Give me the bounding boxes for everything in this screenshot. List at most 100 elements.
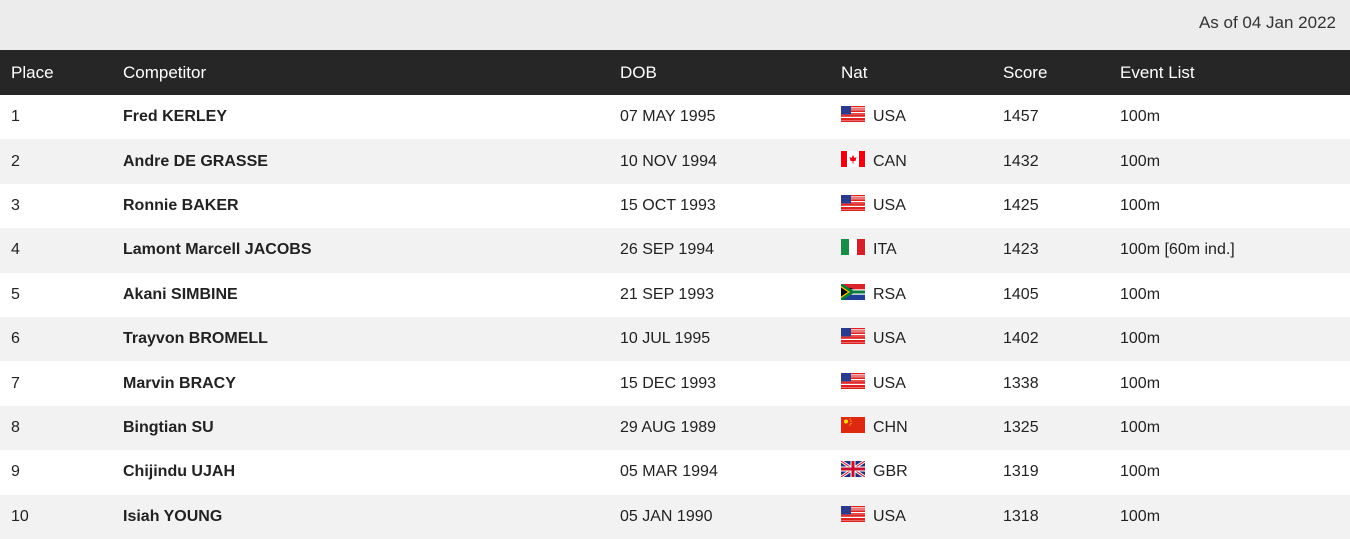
score: 1318 [1003, 507, 1039, 525]
nationality: USA [841, 328, 906, 348]
place: 6 [11, 330, 20, 348]
dob: 29 AUG 1989 [620, 418, 717, 436]
place: 5 [11, 285, 20, 303]
nat-code: USA [873, 108, 906, 126]
score: 1338 [1003, 374, 1039, 392]
nationality: CHN [841, 416, 908, 437]
flag-usa-icon [841, 194, 865, 211]
event-list: 100m [1120, 108, 1161, 126]
table-row[interactable]: 6 Trayvon BROMELL 10 JUL 1995 USA 1402 1… [0, 316, 1350, 362]
table-row[interactable]: 7 Marvin BRACY 15 DEC 1993 USA 1338 100m [0, 361, 1350, 405]
event-list: 100m [1120, 418, 1161, 436]
competitor-link[interactable]: Ronnie BAKER [123, 196, 239, 214]
nat-code: USA [873, 507, 906, 525]
flag-rsa-icon [841, 283, 865, 300]
nat-code: CHN [873, 418, 908, 436]
nationality: USA [841, 372, 906, 393]
flag-usa-icon [841, 106, 865, 123]
nat-code: ITA [873, 241, 897, 259]
score: 1325 [1003, 418, 1039, 436]
table-row[interactable]: 5 Akani SIMBINE 21 SEP 1993 RSA 1405 100… [0, 273, 1350, 317]
dob: 26 SEP 1994 [620, 241, 715, 259]
score: 1402 [1003, 330, 1039, 348]
header-dob[interactable]: DOB [620, 62, 657, 82]
flag-usa-icon [841, 372, 865, 389]
place: 4 [11, 241, 20, 259]
competitor-link[interactable]: Isiah YOUNG [123, 507, 223, 525]
flag-chn-icon [841, 416, 865, 433]
table-row[interactable]: 3 Ronnie BAKER 15 OCT 1993 USA 1425 100m [0, 184, 1350, 228]
place: 7 [11, 374, 20, 392]
competitor-link[interactable]: Fred KERLEY [123, 108, 228, 126]
event-list: 100m [1120, 463, 1161, 481]
event-list: 100m [1120, 196, 1161, 214]
place: 3 [11, 196, 20, 214]
nat-code: USA [873, 374, 906, 392]
place: 2 [11, 152, 20, 170]
competitor-link[interactable]: Marvin BRACY [123, 374, 236, 392]
flag-usa-icon [841, 328, 865, 345]
header-competitor[interactable]: Competitor [123, 62, 207, 82]
header-score[interactable]: Score [1003, 62, 1048, 82]
event-list: 100m [1120, 374, 1161, 392]
header-place[interactable]: Place [11, 62, 54, 82]
dob: 05 JAN 1990 [620, 507, 713, 525]
score: 1432 [1003, 152, 1039, 170]
event-list: 100m [1120, 152, 1161, 170]
nationality: RSA [841, 283, 906, 304]
flag-ita-icon [841, 239, 865, 256]
score: 1457 [1003, 108, 1039, 126]
table-row[interactable]: 1 Fred KERLEY 07 MAY 1995 USA 1457 100m [0, 95, 1350, 139]
nat-code: USA [873, 330, 906, 348]
dob: 21 SEP 1993 [620, 285, 715, 303]
competitor-link[interactable]: Lamont Marcell JACOBS [123, 241, 312, 259]
nationality: ITA [841, 239, 897, 259]
dob: 05 MAR 1994 [620, 463, 718, 481]
header-nat[interactable]: Nat [841, 62, 868, 82]
table-header: Place Competitor DOB Nat Score Event Lis… [0, 50, 1350, 95]
flag-usa-icon [841, 505, 865, 522]
score: 1425 [1003, 196, 1039, 214]
competitor-link[interactable]: Bingtian SU [123, 418, 214, 436]
place: 1 [11, 108, 20, 126]
nat-code: USA [873, 196, 906, 214]
flag-can-icon [841, 150, 865, 167]
competitor-link[interactable]: Trayvon BROMELL [123, 330, 268, 348]
competitor-link[interactable]: Andre DE GRASSE [123, 152, 268, 170]
nat-code: GBR [873, 463, 908, 481]
event-list: 100m [1120, 507, 1161, 525]
nationality: USA [841, 106, 906, 126]
top-bar: As of 04 Jan 2022 [0, 0, 1350, 50]
table-row[interactable]: 9 Chijindu UJAH 05 MAR 1994 GBR 1319 100… [0, 450, 1350, 494]
event-list: 100m [1120, 285, 1161, 303]
table-row[interactable]: 8 Bingtian SU 29 AUG 1989 CHN 1325 100m [0, 405, 1350, 451]
event-list: 100m [1120, 330, 1161, 348]
table-row[interactable]: 10 Isiah YOUNG 05 JAN 1990 USA 1318 100m [0, 494, 1350, 539]
dob: 10 NOV 1994 [620, 152, 717, 170]
dob: 10 JUL 1995 [620, 330, 711, 348]
dob: 07 MAY 1995 [620, 108, 716, 126]
flag-gbr-icon [840, 460, 866, 479]
nationality: GBR [840, 460, 908, 481]
as-of-date: As of 04 Jan 2022 [1198, 13, 1336, 32]
header-event-list[interactable]: Event List [1120, 62, 1195, 82]
competitor-link[interactable]: Chijindu UJAH [123, 463, 235, 481]
score: 1423 [1003, 241, 1039, 259]
place: 8 [11, 418, 20, 436]
place: 9 [11, 463, 20, 481]
nationality: USA [841, 505, 906, 526]
event-list: 100m [60m ind.] [1120, 241, 1235, 259]
table-row[interactable]: 4 Lamont Marcell JACOBS 26 SEP 1994 ITA … [0, 228, 1350, 273]
nat-code: RSA [873, 285, 906, 303]
table-body: 1 Fred KERLEY 07 MAY 1995 USA 1457 100m 2… [0, 95, 1350, 539]
table-row[interactable]: 2 Andre DE GRASSE 10 NOV 1994 CAN 1432 1… [0, 139, 1350, 184]
nat-code: CAN [873, 152, 907, 170]
nationality: USA [841, 194, 906, 215]
score: 1405 [1003, 285, 1039, 303]
place: 10 [11, 507, 29, 525]
nationality: CAN [841, 150, 907, 171]
competitor-link[interactable]: Akani SIMBINE [123, 285, 238, 303]
dob: 15 OCT 1993 [620, 196, 716, 214]
dob: 15 DEC 1993 [620, 374, 717, 392]
score: 1319 [1003, 463, 1039, 481]
